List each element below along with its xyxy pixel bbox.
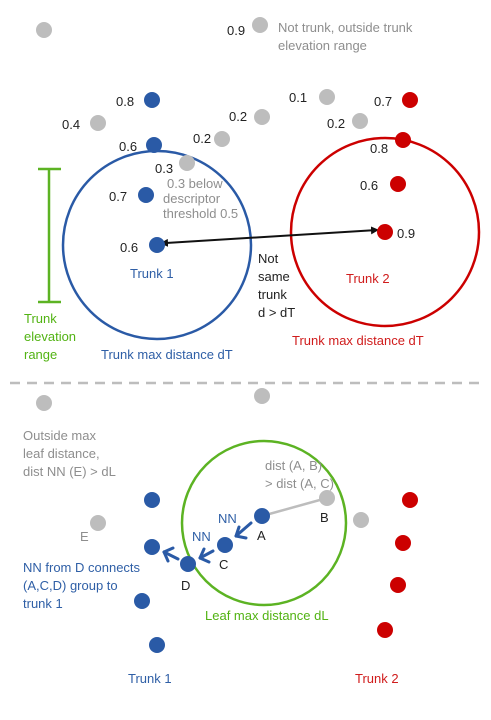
point-gray: [352, 113, 368, 129]
annotation-not-same-trunk: Not: [258, 251, 279, 266]
trunk1-label: Trunk 1: [130, 266, 174, 281]
top-panel: 0.9 0.8 0.4 0.6 0.2 0.2 0.3 0.7 0.6 0.1 …: [24, 17, 481, 362]
point-gray: [254, 388, 270, 404]
point-gray: [90, 115, 106, 131]
annotation-below-threshold: descriptor: [163, 191, 221, 206]
score-label: 0.6: [120, 240, 138, 255]
point-gray: [252, 17, 268, 33]
annotation-nn-from-d: trunk 1: [23, 596, 63, 611]
annotation-outside-leaf: dist NN (E) > dL: [23, 464, 116, 479]
point-trunk2: [395, 535, 411, 551]
annotation-dist-ab: dist (A, B): [265, 458, 322, 473]
trunk2-max-distance-label: Trunk max distance dT: [292, 333, 424, 348]
point-a: [254, 508, 270, 524]
trunk-distance-arrow: [160, 226, 379, 247]
point-trunk1: [149, 637, 165, 653]
point-trunk2: [377, 622, 393, 638]
point-b: [319, 490, 335, 506]
point-trunk1: [146, 137, 162, 153]
annotation-not-same-trunk: d > dT: [258, 305, 295, 320]
point-trunk1: [149, 237, 165, 253]
annotation-below-threshold: threshold 0.5: [163, 206, 238, 221]
point-trunk2: [395, 132, 411, 148]
trunk2-label: Trunk 2: [346, 271, 390, 286]
score-label: 0.8: [116, 94, 134, 109]
annotation-outside-leaf: Outside max: [23, 428, 96, 443]
point-gray: [36, 395, 52, 411]
annotation-not-same-trunk: trunk: [258, 287, 287, 302]
nn-label: NN: [192, 529, 211, 544]
score-label: 0.6: [360, 178, 378, 193]
label-point-c: C: [219, 557, 228, 572]
score-label: 0.9: [227, 23, 245, 38]
annotation-not-trunk: Not trunk, outside trunk: [278, 20, 413, 35]
point-trunk2: [390, 577, 406, 593]
score-label: 0.4: [62, 117, 80, 132]
point-gray: [90, 515, 106, 531]
point-trunk2: [377, 224, 393, 240]
point-gray: [36, 22, 52, 38]
annotation-elevation-range: range: [24, 347, 57, 362]
point-gray: [319, 89, 335, 105]
point-trunk1: [134, 593, 150, 609]
point-trunk2: [402, 492, 418, 508]
point-trunk1: [138, 187, 154, 203]
annotation-elevation-range: elevation: [24, 329, 76, 344]
score-label: 0.2: [193, 131, 211, 146]
label-point-b: B: [320, 510, 329, 525]
point-trunk1: [144, 539, 160, 555]
annotation-dist-ab: > dist (A, C): [265, 476, 334, 491]
score-label: 0.7: [374, 94, 392, 109]
point-trunk1: [144, 492, 160, 508]
nn-arrow: [198, 547, 215, 564]
annotation-not-trunk: elevation range: [278, 38, 367, 53]
point-gray: [179, 155, 195, 171]
score-label: 0.6: [119, 139, 137, 154]
nn-label: NN: [218, 511, 237, 526]
elevation-range-bracket: [38, 167, 61, 304]
leaf-max-distance-circle: [180, 439, 348, 607]
annotation-elevation-range: Trunk: [24, 311, 57, 326]
score-label: 0.7: [109, 189, 127, 204]
score-label: 0.8: [370, 141, 388, 156]
point-trunk2: [402, 92, 418, 108]
nn-arrow: [162, 546, 180, 563]
score-label: 0.3: [155, 161, 173, 176]
annotation-not-same-trunk: same: [258, 269, 290, 284]
annotation-nn-from-d: (A,C,D) group to: [23, 578, 118, 593]
label-point-e: E: [80, 529, 89, 544]
point-trunk2: [390, 176, 406, 192]
label-point-a: A: [257, 528, 266, 543]
bottom-panel: Outside max leaf distance, dist NN (E) >…: [23, 388, 418, 686]
point-gray: [254, 109, 270, 125]
annotation-nn-from-d: NN from D connects: [23, 560, 141, 575]
dist-ab-line: [261, 496, 328, 518]
trunk2-label: Trunk 2: [355, 671, 399, 686]
score-label: 0.1: [289, 90, 307, 105]
point-d: [180, 556, 196, 572]
leaf-max-distance-label: Leaf max distance dL: [205, 608, 329, 623]
nn-arrow: [234, 521, 253, 540]
label-point-d: D: [181, 578, 190, 593]
trunk1-max-distance-label: Trunk max distance dT: [101, 347, 233, 362]
score-label: 0.2: [229, 109, 247, 124]
score-label: 0.9: [397, 226, 415, 241]
trunk1-label: Trunk 1: [128, 671, 172, 686]
score-label: 0.2: [327, 116, 345, 131]
point-c: [217, 537, 233, 553]
point-trunk1: [144, 92, 160, 108]
annotation-outside-leaf: leaf distance,: [23, 446, 100, 461]
point-gray: [214, 131, 230, 147]
annotation-below-threshold: 0.3 below: [167, 176, 223, 191]
point-gray: [353, 512, 369, 528]
